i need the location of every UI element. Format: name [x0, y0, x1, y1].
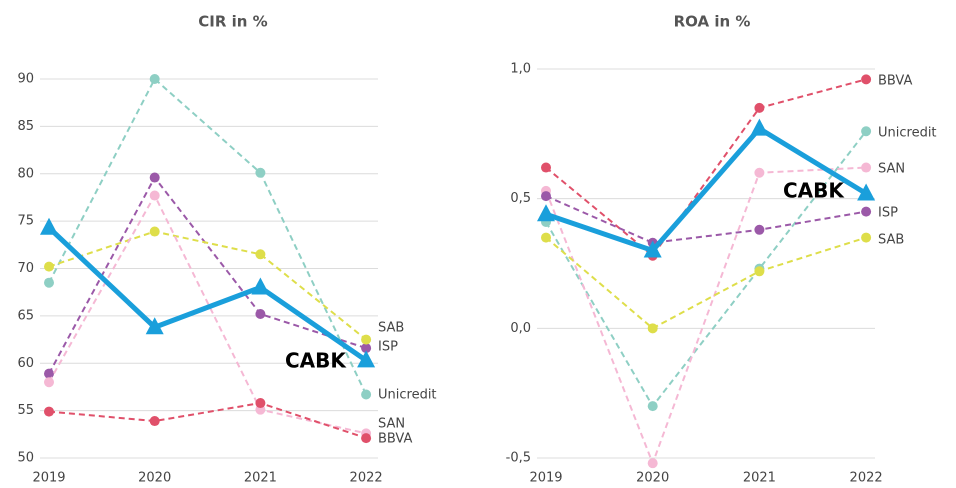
y-tick-label: 0,0 — [510, 321, 531, 336]
marker — [750, 118, 769, 136]
marker — [361, 334, 372, 345]
series-line — [545, 78, 867, 257]
series-line — [545, 126, 868, 254]
marker — [861, 74, 872, 85]
y-tick-label: 75 — [17, 214, 34, 229]
marker — [754, 266, 765, 277]
x-tick-label: 2022 — [850, 471, 883, 486]
marker — [149, 416, 160, 427]
y-tick-label: 90 — [17, 72, 34, 87]
series-label: ISP — [878, 206, 898, 221]
marker — [255, 167, 266, 178]
marker — [255, 249, 266, 260]
chart-title: CIR in % — [198, 13, 267, 31]
y-tick-label: 70 — [17, 261, 34, 276]
series-label: ISP — [378, 340, 398, 355]
marker — [857, 183, 876, 201]
marker — [541, 232, 551, 243]
y-tick-label: 65 — [17, 308, 34, 323]
y-tick-label: 55 — [17, 403, 34, 418]
x-tick-label: 2019 — [32, 471, 65, 486]
series-label: SAN — [378, 417, 405, 432]
marker — [861, 162, 872, 173]
series-line — [48, 402, 367, 440]
marker — [861, 126, 872, 137]
marker — [44, 406, 54, 417]
marker — [251, 277, 270, 295]
x-tick-label: 2022 — [350, 471, 383, 486]
y-tick-label: 1,0 — [510, 62, 531, 77]
marker — [537, 204, 555, 222]
x-tick-label: 2021 — [244, 471, 277, 486]
series-label: BBVA — [878, 74, 912, 89]
marker — [357, 350, 376, 368]
series-label: CABK — [285, 349, 347, 373]
series-line — [545, 130, 867, 408]
marker — [44, 261, 54, 272]
marker — [647, 323, 658, 334]
marker — [149, 172, 160, 183]
marker — [149, 190, 160, 201]
marker — [754, 102, 765, 113]
marker — [754, 224, 765, 235]
y-tick-label: 0,5 — [510, 191, 531, 206]
y-tick-label: 60 — [17, 356, 34, 371]
marker — [541, 162, 551, 173]
marker — [754, 167, 765, 178]
series-line — [545, 236, 867, 330]
series-label: CABK — [783, 179, 845, 203]
marker — [44, 277, 54, 288]
marker — [44, 377, 54, 388]
series-line — [48, 78, 368, 395]
marker — [255, 308, 266, 319]
series-line — [48, 230, 367, 341]
y-tick-label: 85 — [17, 119, 34, 134]
x-tick-label: 2019 — [529, 471, 562, 486]
series-line — [545, 195, 867, 244]
series-label: SAN — [878, 162, 905, 177]
marker — [255, 398, 266, 409]
y-tick-label: -0,5 — [506, 451, 531, 466]
marker — [861, 206, 872, 217]
marker — [361, 343, 372, 354]
marker — [541, 191, 551, 202]
marker — [149, 74, 160, 84]
marker — [361, 433, 372, 444]
series-line — [48, 194, 367, 435]
series-label: BBVA — [378, 432, 412, 447]
y-tick-label: 50 — [17, 451, 34, 466]
marker — [861, 232, 872, 243]
y-tick-label: 80 — [17, 166, 34, 181]
chart-title: ROA in % — [674, 13, 751, 31]
x-tick-label: 2021 — [743, 471, 776, 486]
series-label: Unicredit — [878, 126, 937, 141]
marker — [44, 368, 54, 379]
marker — [149, 226, 160, 237]
marker — [647, 458, 658, 469]
x-tick-label: 2020 — [636, 471, 669, 486]
marker — [643, 240, 662, 258]
series-label: SAB — [878, 233, 904, 248]
marker — [361, 389, 372, 400]
x-tick-label: 2020 — [138, 471, 171, 486]
series-label: Unicredit — [378, 388, 437, 403]
marker — [40, 217, 58, 235]
series-line — [545, 166, 867, 465]
marker — [647, 401, 658, 412]
series-label: SAB — [378, 321, 404, 336]
marker — [145, 317, 164, 335]
series-line — [47, 225, 368, 363]
